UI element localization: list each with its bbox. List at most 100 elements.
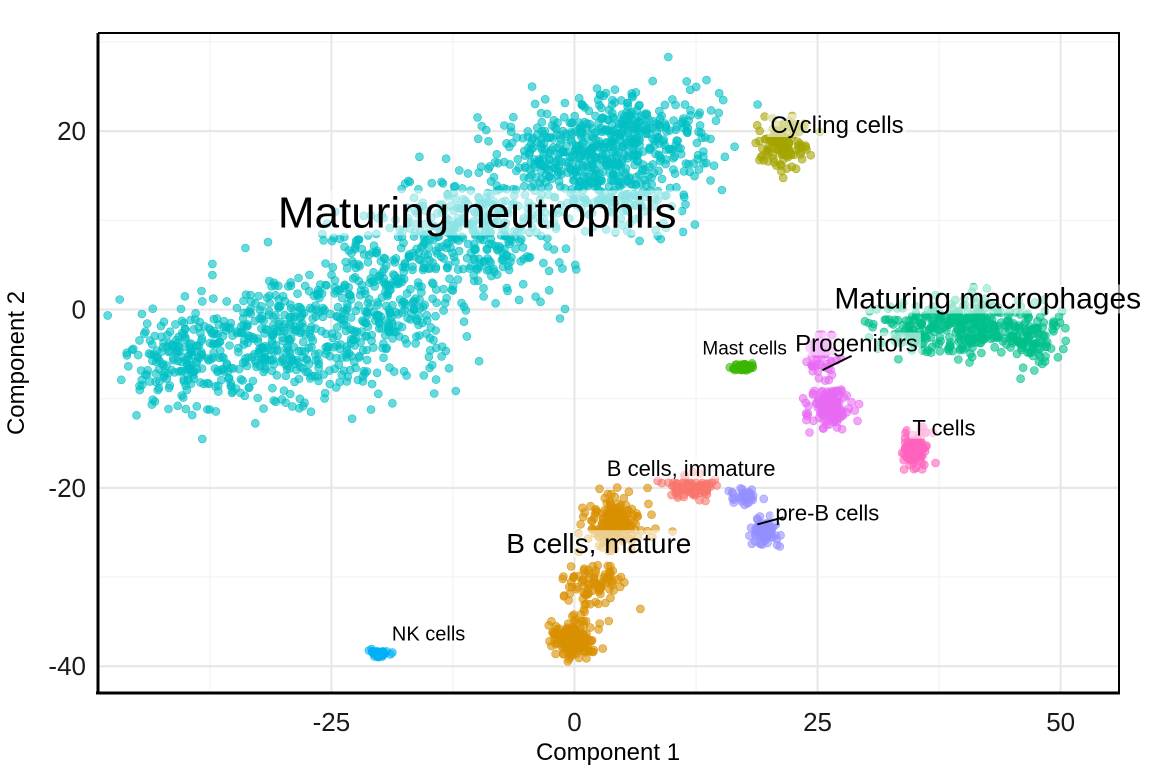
scatter-point (693, 154, 703, 164)
scatter-point (695, 121, 705, 130)
scatter-point (643, 483, 652, 493)
scatter-point (373, 389, 383, 399)
scatter-point (151, 369, 161, 378)
scatter-point (565, 118, 575, 127)
cluster-label-group: B cells, immature (603, 456, 779, 481)
scatter-point (998, 336, 1008, 346)
scatter-point (269, 396, 279, 405)
scatter-point (608, 514, 617, 524)
scatter-point (238, 313, 248, 323)
scatter-point (385, 308, 395, 318)
scatter-point (571, 265, 581, 274)
scatter-point (257, 301, 266, 311)
cluster-points (544, 483, 677, 666)
scatter-point (431, 311, 440, 321)
scatter-point (461, 306, 471, 315)
scatter-point (225, 323, 235, 332)
scatter-point (342, 345, 352, 355)
scatter-point (218, 331, 228, 341)
scatter-point (750, 536, 760, 546)
scatter-point (899, 465, 909, 474)
scatter-point (653, 132, 663, 142)
scatter-point (346, 313, 356, 322)
scatter-point (965, 335, 975, 345)
scatter-point (140, 329, 149, 339)
scatter-point (152, 352, 162, 362)
scatter-point (484, 136, 493, 146)
scatter-point (553, 170, 563, 180)
scatter-point (498, 253, 508, 262)
scatter-point (428, 294, 437, 304)
scatter-point (259, 404, 268, 413)
scatter-point (574, 145, 583, 155)
scatter-point (709, 161, 719, 170)
scatter-point (182, 385, 192, 395)
scatter-point (383, 322, 393, 331)
scatter-point (805, 428, 814, 437)
scatter-point (935, 316, 944, 325)
scatter-point (150, 331, 160, 341)
scatter-point (437, 177, 446, 187)
scatter-point (987, 315, 997, 324)
scatter-point (243, 321, 252, 331)
scatter-point (755, 512, 765, 521)
scatter-point (388, 398, 397, 408)
scatter-point (459, 317, 469, 327)
scatter-point (412, 244, 422, 254)
scatter-point (297, 309, 307, 319)
scatter-point (511, 244, 520, 254)
scatter-point (562, 141, 571, 151)
scatter-point (354, 276, 364, 286)
scatter-point (566, 562, 576, 571)
scatter-point (531, 292, 541, 302)
scatter-point (294, 273, 303, 283)
scatter-point (271, 290, 280, 300)
scatter-point (717, 185, 727, 195)
scatter-point (473, 276, 483, 286)
scatter-point (759, 494, 769, 504)
scatter-point (342, 377, 352, 386)
scatter-point (422, 310, 432, 320)
scatter-point (571, 584, 581, 594)
scatter-point (591, 597, 600, 607)
scatter-point (527, 82, 537, 91)
scatter-point (636, 604, 645, 614)
scatter-point (565, 152, 575, 161)
cluster-label: NK cells (392, 623, 465, 645)
scatter-point (558, 264, 567, 273)
scatter-point (1030, 366, 1039, 375)
scatter-point (290, 325, 300, 335)
scatter-point (208, 259, 217, 269)
scatter-point (157, 347, 166, 356)
scatter-point (624, 487, 634, 497)
scatter-point (295, 394, 305, 404)
scatter-point (332, 341, 342, 350)
scatter-point (957, 330, 967, 339)
scatter-point (367, 379, 377, 389)
scatter-point (385, 363, 394, 372)
scatter-point (320, 388, 330, 398)
scatter-point (268, 331, 278, 340)
scatter-point (504, 237, 513, 246)
scatter-point (768, 532, 778, 542)
scatter-point (226, 382, 236, 391)
scatter-point (624, 119, 634, 129)
scatter-point (758, 540, 767, 549)
scatter-point (373, 310, 383, 320)
scatter-point (671, 125, 681, 135)
scatter-point (307, 322, 316, 332)
scatter-point (208, 270, 217, 280)
scatter-point (294, 346, 304, 356)
scatter-point (171, 320, 180, 329)
scatter-point (802, 411, 812, 421)
scatter-point (191, 315, 200, 324)
scatter-point (603, 115, 613, 124)
scatter-point (176, 304, 186, 314)
scatter-point (360, 369, 370, 378)
scatter-point (806, 150, 816, 160)
scatter-point (751, 138, 761, 148)
cluster-label-group: Maturing macrophages (831, 282, 1145, 315)
scatter-point (798, 393, 808, 403)
scatter-point (910, 455, 920, 465)
scatter-point (593, 95, 603, 105)
